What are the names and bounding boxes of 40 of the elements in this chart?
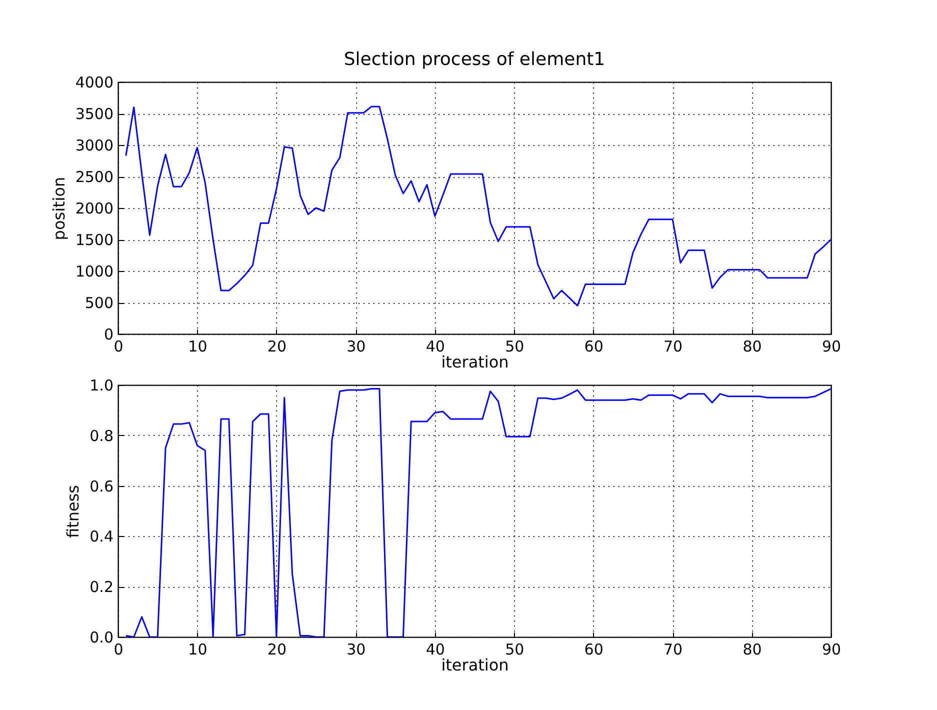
y-tick-label: 0 (104, 326, 114, 344)
y-tick-label: 0.6 (90, 477, 114, 496)
x-tick-label: 30 (346, 338, 366, 356)
y-axis-title: fitness (64, 484, 83, 538)
x-tick-label: 70 (664, 338, 683, 356)
y-tick-label: 500 (84, 294, 114, 312)
y-tick-label: 3500 (75, 105, 114, 123)
x-tick-label: 80 (742, 338, 762, 356)
y-axis-title: position (49, 176, 68, 240)
x-tick-label: 40 (426, 640, 445, 658)
x-tick-label: 60 (584, 338, 604, 356)
y-tick-label: 0.2 (90, 578, 114, 596)
x-tick-label: 80 (742, 640, 762, 658)
y-tick-label: 0.0 (90, 628, 114, 646)
x-tick-label: 50 (505, 338, 524, 356)
y-tick-label: 4000 (75, 74, 114, 92)
y-tick-label: 1.0 (90, 376, 114, 394)
x-tick-label: 20 (267, 640, 286, 658)
y-tick-label: 2500 (75, 168, 114, 186)
x-axis-title: iteration (441, 352, 509, 372)
line-series (125, 106, 831, 306)
y-tick-label: 0.4 (90, 528, 114, 546)
x-tick-label: 90 (822, 640, 842, 658)
x-tick-label: 90 (822, 338, 842, 356)
x-tick-label: 70 (664, 640, 683, 658)
x-tick-label: 50 (505, 640, 524, 658)
x-tick-label: 60 (584, 640, 604, 658)
x-axis-title: iteration (441, 656, 509, 674)
y-tick-label: 0.8 (90, 426, 114, 445)
x-tick-label: 10 (188, 338, 208, 356)
x-tick-label: 40 (426, 338, 445, 356)
x-tick-label: 20 (267, 338, 286, 356)
x-tick-label: 10 (188, 640, 208, 658)
y-tick-label: 1500 (75, 231, 114, 249)
y-tick-label: 1000 (75, 262, 114, 280)
y-tick-label: 2000 (75, 200, 114, 218)
chart-title: Slection process of element1 (344, 49, 606, 70)
line-series (125, 388, 831, 637)
y-tick-label: 3000 (75, 136, 114, 154)
x-tick-label: 30 (346, 640, 366, 658)
